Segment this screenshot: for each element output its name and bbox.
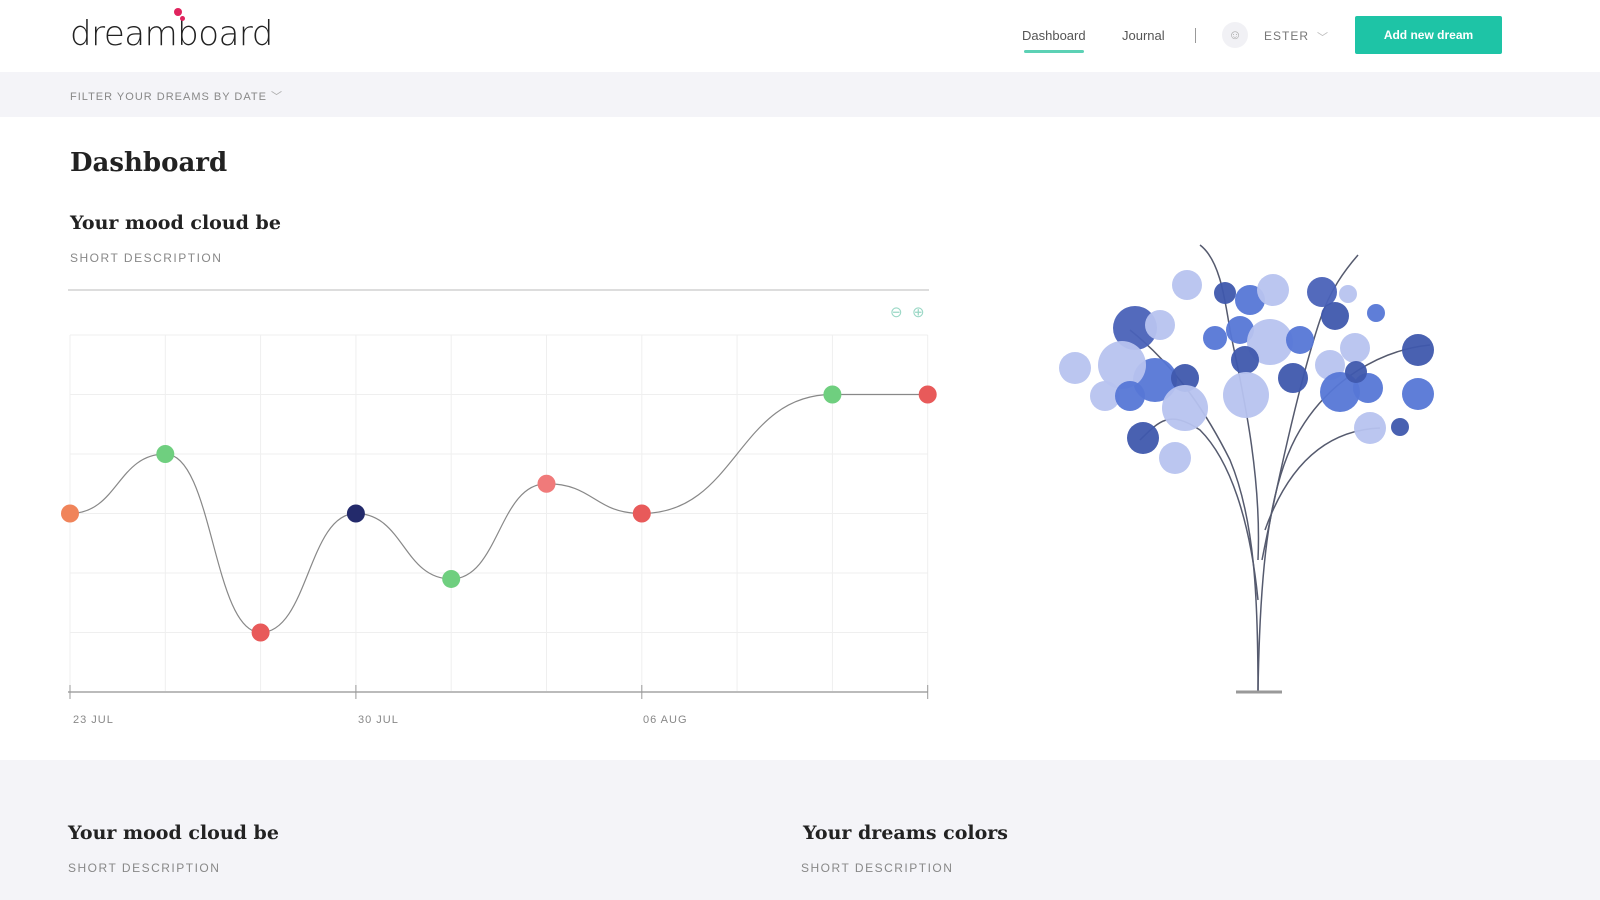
filter-bar: FILTER YOUR DREAMS BY DATE ﹀ [0,72,1600,117]
tree-bubble [1307,277,1337,307]
user-name[interactable]: ESTER [1264,29,1310,43]
mood-point [442,569,461,588]
zoom-in-icon[interactable]: ⊕ [912,304,925,321]
mood-section-title: Your mood cloud be [70,212,281,234]
chevron-down-icon: ﹀ [271,91,284,103]
tree-branch [1264,427,1381,531]
tree-bubble [1226,316,1254,344]
tree-bubble [1059,352,1091,384]
tree-bubble [1286,326,1314,354]
tree-bubble [1171,364,1199,392]
tree-bubble [1113,306,1157,350]
chevron-down-icon[interactable]: ﹀ [1317,32,1328,44]
mood-section-description: SHORT DESCRIPTION [70,251,223,265]
tree-bubble [1257,274,1289,306]
logo-dot [180,16,185,21]
x-tick-label: 06 AUG [643,714,688,726]
tree-branch [1261,254,1359,561]
mood-point [61,504,79,523]
mood-point [251,623,270,642]
tree-branch [1257,344,1431,693]
x-tick-label: 23 JUL [73,714,114,726]
nav-journal[interactable]: Journal [1122,28,1165,43]
nav-dashboard[interactable]: Dashboard [1022,28,1086,53]
bottom-section: Your mood cloud be SHORT DESCRIPTION You… [0,760,1600,900]
user-avatar-icon[interactable]: ☺ [1222,22,1248,48]
logo[interactable]: dreamboard [70,8,273,54]
tree-bubble [1214,282,1236,304]
dream-colors-description: SHORT DESCRIPTION [801,861,954,875]
date-filter-dropdown[interactable]: FILTER YOUR DREAMS BY DATE ﹀ [70,91,284,103]
mood-point [156,445,175,463]
tree-bubble [1339,285,1357,303]
mood-point [918,385,937,404]
tree-bubble [1159,442,1191,474]
tree-bubble [1278,363,1308,393]
dream-colors-title: Your dreams colors [803,822,1008,844]
tree-bubble [1321,302,1349,330]
mood-point [537,474,556,493]
tree-bubble [1402,334,1434,366]
tree-bubble [1172,270,1202,300]
tree-bubble [1203,326,1227,350]
page-title: Dashboard [70,148,228,178]
tree-bubble [1090,381,1120,411]
mood-line-chart [61,244,1434,699]
top-header: dreamboard Dashboard Journal ☺ ESTER ﹀ A… [0,0,1600,72]
bottom-mood-title: Your mood cloud be [68,822,279,844]
nav-divider [1195,28,1196,43]
tree-branch [1199,244,1260,561]
tree-bubble [1145,310,1175,340]
tree-bubble [1231,346,1259,374]
tree-branch [1139,418,1259,601]
tree-bubble [1354,412,1386,444]
mood-point [823,385,842,404]
mood-point [632,504,651,523]
divider [68,289,929,291]
tree-bubble [1115,381,1145,411]
mood-point [346,504,365,523]
bottom-mood-description: SHORT DESCRIPTION [68,861,221,875]
x-tick-label: 30 JUL [358,714,399,726]
tree-bubble [1402,378,1434,410]
tree-bubble [1247,319,1293,365]
zoom-out-icon[interactable]: ⊖ [890,304,903,321]
tree-bubble [1367,304,1385,322]
logo-dot [174,8,182,16]
add-new-dream-button[interactable]: Add new dream [1355,16,1502,54]
tree-bubble [1098,341,1146,389]
tree-bubble [1320,372,1360,412]
tree-bubble [1391,418,1409,436]
tree-bubble [1127,422,1159,454]
tree-bubble [1162,385,1208,431]
tree-bubble [1223,372,1269,418]
mood-line [69,393,928,634]
tree-bubble [1340,333,1370,363]
tree-bubble [1345,361,1367,383]
